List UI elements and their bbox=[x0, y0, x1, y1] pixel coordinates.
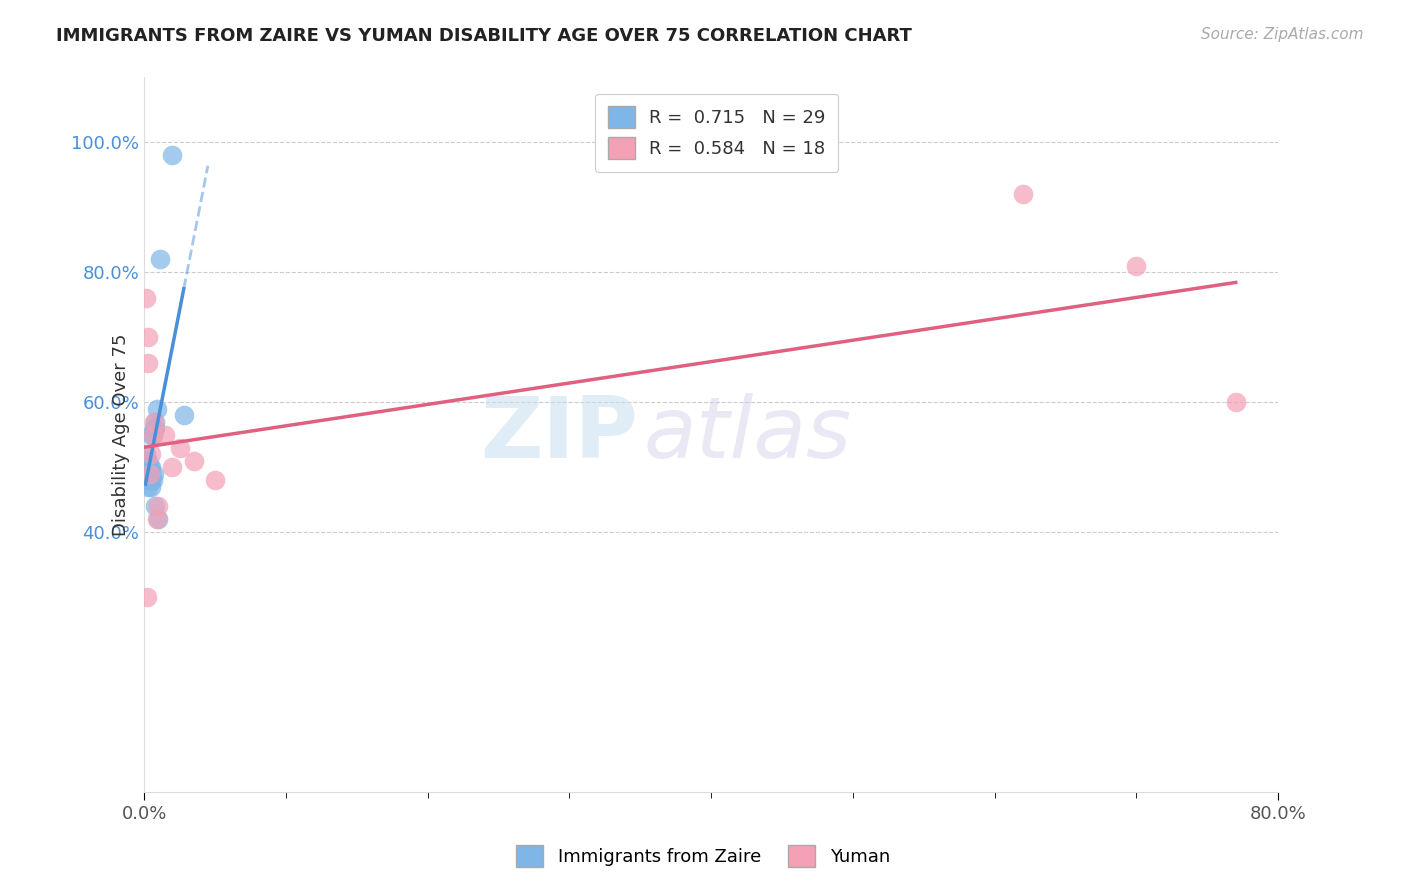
Point bbox=[141, 467, 163, 481]
Point bbox=[142, 428, 165, 442]
Point bbox=[136, 591, 159, 605]
Text: atlas: atlas bbox=[643, 393, 851, 476]
Point bbox=[136, 467, 159, 481]
Point bbox=[143, 415, 166, 429]
Point bbox=[148, 500, 170, 514]
Point bbox=[1225, 395, 1247, 409]
Point bbox=[138, 480, 160, 494]
Point bbox=[141, 428, 163, 442]
Text: Source: ZipAtlas.com: Source: ZipAtlas.com bbox=[1201, 27, 1364, 42]
Point bbox=[148, 512, 170, 526]
Point bbox=[138, 467, 160, 481]
Text: ZIP: ZIP bbox=[479, 393, 637, 476]
Point bbox=[155, 428, 177, 442]
Point bbox=[134, 447, 156, 461]
Point bbox=[139, 460, 162, 475]
Point bbox=[145, 415, 167, 429]
Text: IMMIGRANTS FROM ZAIRE VS YUMAN DISABILITY AGE OVER 75 CORRELATION CHART: IMMIGRANTS FROM ZAIRE VS YUMAN DISABILIT… bbox=[56, 27, 912, 45]
Point bbox=[139, 467, 162, 481]
Point bbox=[138, 460, 160, 475]
Point bbox=[139, 474, 162, 488]
Point bbox=[142, 474, 165, 488]
Point bbox=[134, 292, 156, 306]
Point bbox=[162, 460, 184, 475]
Point bbox=[136, 460, 159, 475]
Point bbox=[173, 409, 195, 423]
Point bbox=[162, 148, 184, 162]
Point bbox=[143, 467, 166, 481]
Point bbox=[146, 401, 169, 416]
Point bbox=[134, 460, 156, 475]
Legend: R =  0.715   N = 29, R =  0.584   N = 18: R = 0.715 N = 29, R = 0.584 N = 18 bbox=[595, 94, 838, 172]
Point bbox=[138, 356, 160, 370]
Legend: Immigrants from Zaire, Yuman: Immigrants from Zaire, Yuman bbox=[509, 838, 897, 874]
Point bbox=[149, 252, 172, 267]
Point bbox=[141, 460, 163, 475]
Point bbox=[138, 474, 160, 488]
Point bbox=[146, 512, 169, 526]
Point bbox=[145, 421, 167, 435]
Point bbox=[136, 454, 159, 468]
Point bbox=[138, 454, 160, 468]
Point bbox=[141, 447, 163, 461]
Point bbox=[183, 454, 205, 468]
Point bbox=[141, 474, 163, 488]
Point bbox=[138, 330, 160, 344]
Point bbox=[1012, 187, 1035, 202]
Point bbox=[145, 500, 167, 514]
Point bbox=[204, 474, 226, 488]
Point bbox=[141, 480, 163, 494]
Y-axis label: Disability Age Over 75: Disability Age Over 75 bbox=[112, 334, 131, 536]
Point bbox=[169, 441, 191, 455]
Point bbox=[1125, 259, 1147, 273]
Point bbox=[142, 428, 165, 442]
Point bbox=[143, 421, 166, 435]
